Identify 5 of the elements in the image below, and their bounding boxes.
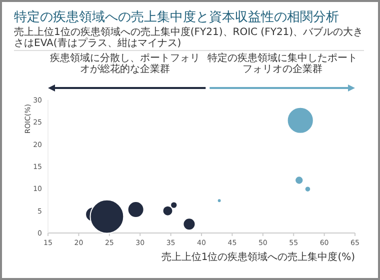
text: 特定の疾患領域に集中したポートフォリオの企業群 <box>208 53 358 75</box>
chart-title: 特定の疾患領域への売上集中度と資本収益性の相関分析 <box>14 9 339 26</box>
text: 疾患領域に分散し、ポートフォリオが総花的な企業群 <box>50 53 200 75</box>
chart-subtitle: 売上上位1位の疾患領域への売上集中度(FY21)、ROIC (FY21)、バブルの大きさはEVA(青はプラス、紺はマイナス) <box>14 27 364 51</box>
x-axis-title: 売上上位1位の疾患領域への売上集中度(%) <box>161 251 356 263</box>
